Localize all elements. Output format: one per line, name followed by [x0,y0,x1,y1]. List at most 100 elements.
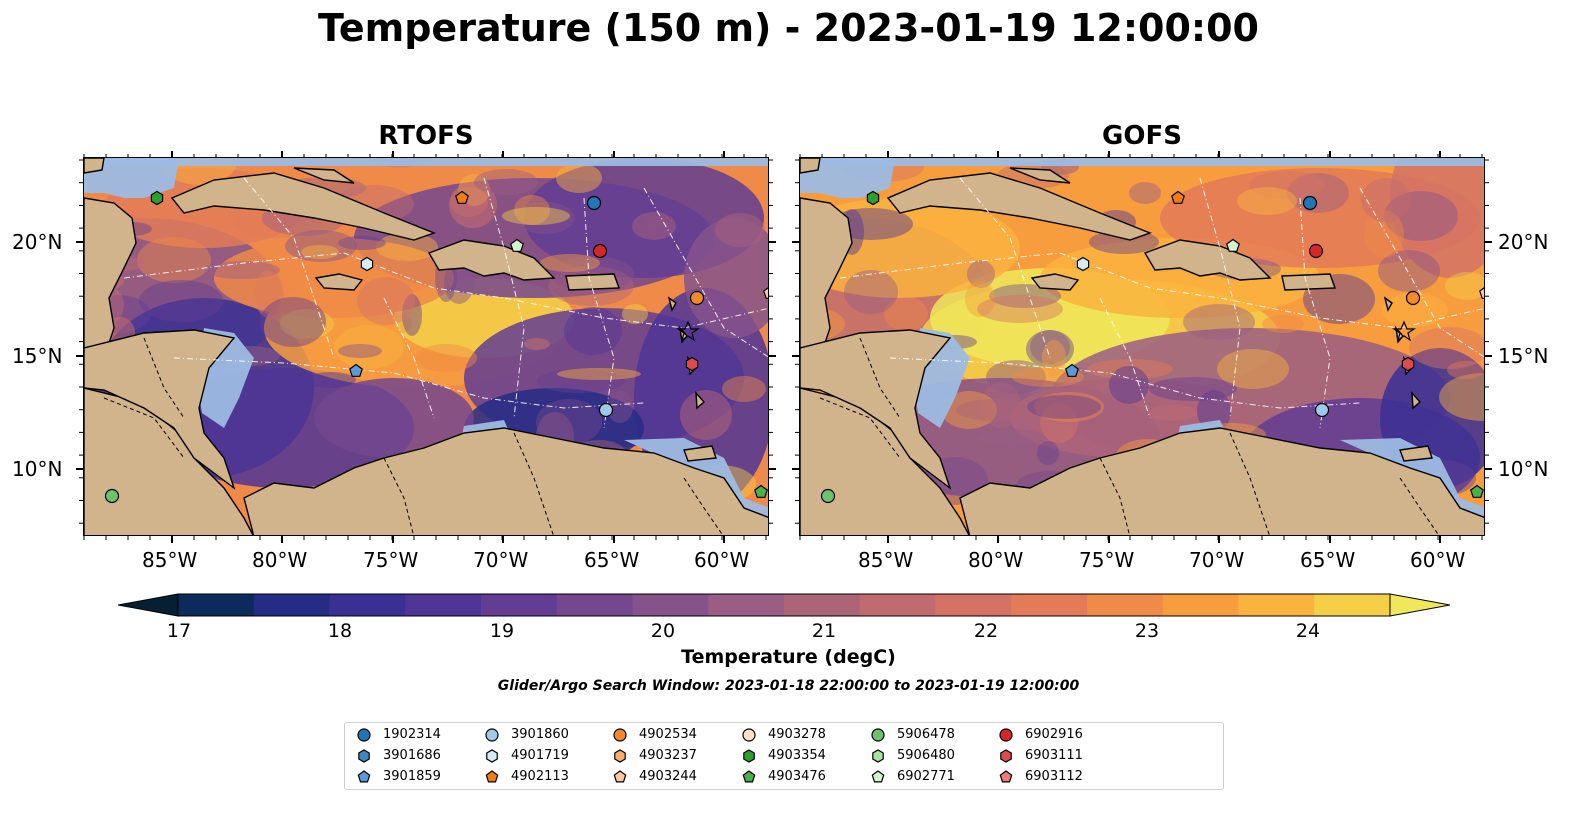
colorbar-frame [177,593,1391,617]
eez-boundary [643,187,768,358]
legend-marker-hexagon-icon [743,749,755,763]
lon-tick-label: 85°W [142,548,198,572]
float-marker [349,363,363,377]
eez-boundary [1299,197,1331,429]
gofs-map [799,157,1485,536]
country-border [1229,432,1270,535]
land [427,239,556,281]
colorbar-segment [1314,594,1391,616]
float-marker [598,402,614,418]
colorbar-tick-label: 20 [650,620,676,642]
legend-label: 6902771 [897,769,955,784]
colorbar-extend-low [117,593,179,617]
country-border [103,397,185,459]
legend-marker-pentagon-icon [742,770,756,783]
legend-label: 5906478 [897,727,955,742]
eez-boundary [583,197,615,429]
eez-boundary [123,252,768,329]
colorbar-segment [329,594,406,616]
float-marker [1076,256,1090,272]
land [683,445,717,462]
float-marker [820,488,836,504]
colorbar-segment [935,594,1012,616]
colorbar-segment [708,594,785,616]
colorbar-label: Temperature (degC) [681,646,896,668]
country-border [683,477,724,535]
legend-label: 4903244 [639,769,697,784]
legend-label: 4902534 [639,727,697,742]
search-window-subtitle: Glider/Argo Search Window: 2023-01-18 22… [497,678,1080,694]
float-marker [455,190,469,204]
eez-boundary [839,252,1484,329]
float-marker-star [676,320,700,342]
legend-marker-circle-icon [871,728,885,742]
land [170,172,436,241]
rtofs-panel-title: RTOFS [378,121,474,151]
colorbar-tick-label: 18 [327,620,353,642]
float-marker [510,238,524,252]
land [84,329,236,490]
legend-marker-hexagon-icon [358,749,370,763]
shallow-shelf [800,158,1484,166]
gofs-panel-title: GOFS [1102,121,1182,151]
legend-label: 3901860 [511,727,569,742]
eez-boundary [889,357,1361,409]
lon-tick-label: 65°W [584,548,640,572]
colorbar-segment [1162,594,1239,616]
legend-label: 4903237 [639,748,697,763]
eez-boundary [243,177,335,359]
colorbar-tick-label: 22 [973,620,999,642]
legend-label: 6902916 [1025,727,1083,742]
land [243,427,768,535]
float-marker [586,195,602,211]
legend-marker-pentagon-icon [871,770,885,783]
land [800,329,952,490]
country-border [143,337,185,419]
eez-boundary [173,357,645,409]
colorbar-tick-label: 19 [489,620,515,642]
eez-boundary [1099,297,1151,419]
legend-marker-hexagon-icon [1000,749,1012,763]
colorbar-segment [632,594,709,616]
land [84,158,105,174]
lon-tick-label: 80°W [968,548,1024,572]
float-marker [1226,238,1240,252]
land [565,273,620,291]
legend-marker-circle-icon [613,728,627,742]
lon-tick-label: 65°W [1300,548,1356,572]
float-marker [1302,195,1318,211]
colorbar [117,593,1451,617]
float-marker [360,256,374,272]
colorbar-segment [253,594,330,616]
axis-tick-marks [76,151,1492,543]
land [886,172,1152,241]
legend-label: 4903354 [768,748,826,763]
colorbar-segment [784,594,861,616]
legend-label: 5906480 [897,748,955,763]
float-marker [1308,243,1324,259]
legend-label: 3901859 [383,769,441,784]
float-marker [1405,290,1421,306]
eez-boundary [959,177,1051,359]
shallow-shelf [800,158,895,198]
lat-tick-label-left: 10°N [12,457,63,481]
legend-label: 4902113 [511,769,569,784]
shallow-shelf [84,158,179,198]
float-marker [104,488,120,504]
colorbar-segment [1087,594,1164,616]
legend-marker-pentagon-icon [999,770,1013,783]
country-border [513,432,554,535]
colorbar-tick-label: 21 [811,620,837,642]
legend-label: 6903112 [1025,769,1083,784]
lon-tick-label: 75°W [1079,548,1135,572]
legend-marker-hexagon-icon [614,749,626,763]
colorbar-segment [1238,594,1315,616]
legend-marker-pentagon-icon [357,770,371,783]
float-marker [1470,484,1484,498]
legend-marker-circle-icon [357,728,371,742]
lat-tick-label-left: 15°N [12,344,63,368]
float-marker [1314,402,1330,418]
colorbar-tick-label: 23 [1134,620,1160,642]
float-marker [1401,356,1415,372]
legend-label: 3901686 [383,748,441,763]
